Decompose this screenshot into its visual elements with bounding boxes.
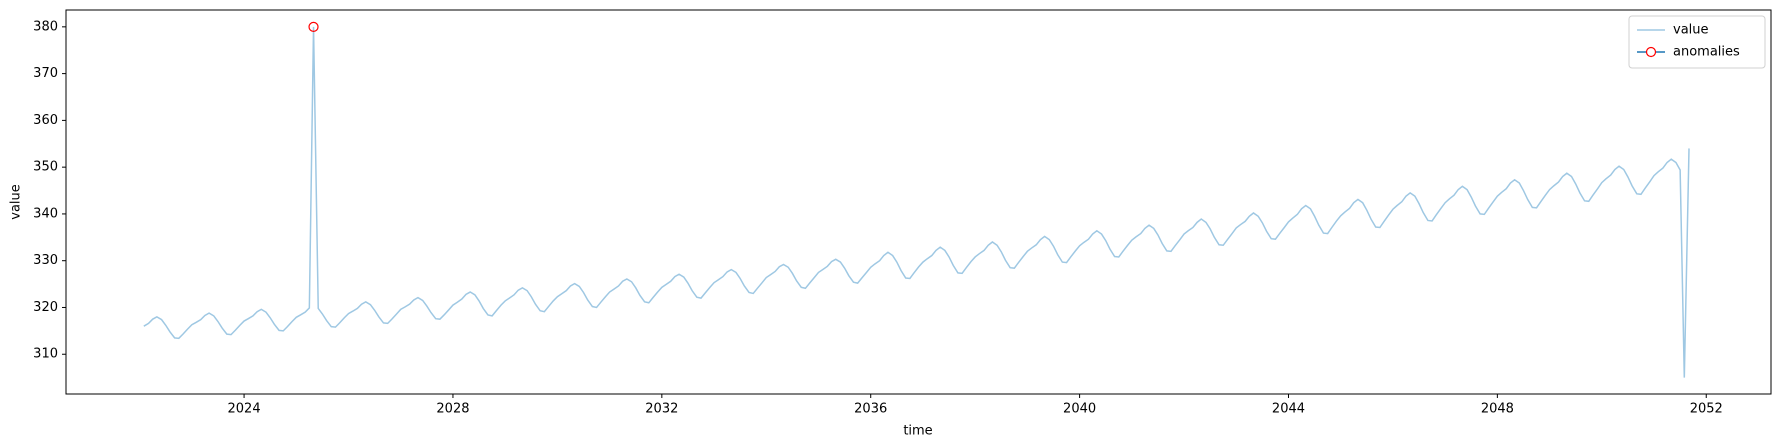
legend-label: anomalies <box>1673 45 1740 60</box>
y-axis-label: value <box>9 184 24 220</box>
legend-marker <box>1645 46 1657 58</box>
y-tick-label: 310 <box>33 347 58 362</box>
y-tick-label: 380 <box>33 19 58 34</box>
y-tick-label: 350 <box>33 160 58 175</box>
y-tick-label: 360 <box>33 113 58 128</box>
y-tick-label: 320 <box>33 300 58 315</box>
x-tick-label: 2028 <box>436 402 469 417</box>
y-tick-label: 330 <box>33 253 58 268</box>
x-tick-label: 2048 <box>1481 402 1514 417</box>
value-line <box>143 26 1690 378</box>
plot-frame <box>65 9 1772 395</box>
x-tick-label: 2032 <box>645 402 678 417</box>
y-tick-label: 370 <box>33 66 58 81</box>
x-tick-label: 2040 <box>1063 402 1096 417</box>
x-tick-label: 2024 <box>228 402 261 417</box>
x-tick-label: 2052 <box>1690 402 1723 417</box>
y-tick-label: 340 <box>33 206 58 221</box>
x-tick-label: 2036 <box>854 402 887 417</box>
legend-label: value <box>1673 23 1709 38</box>
x-axis-label: time <box>903 424 932 439</box>
x-tick-label: 2044 <box>1272 402 1305 417</box>
legend-box <box>1628 15 1766 69</box>
anomaly-marker <box>308 21 319 32</box>
